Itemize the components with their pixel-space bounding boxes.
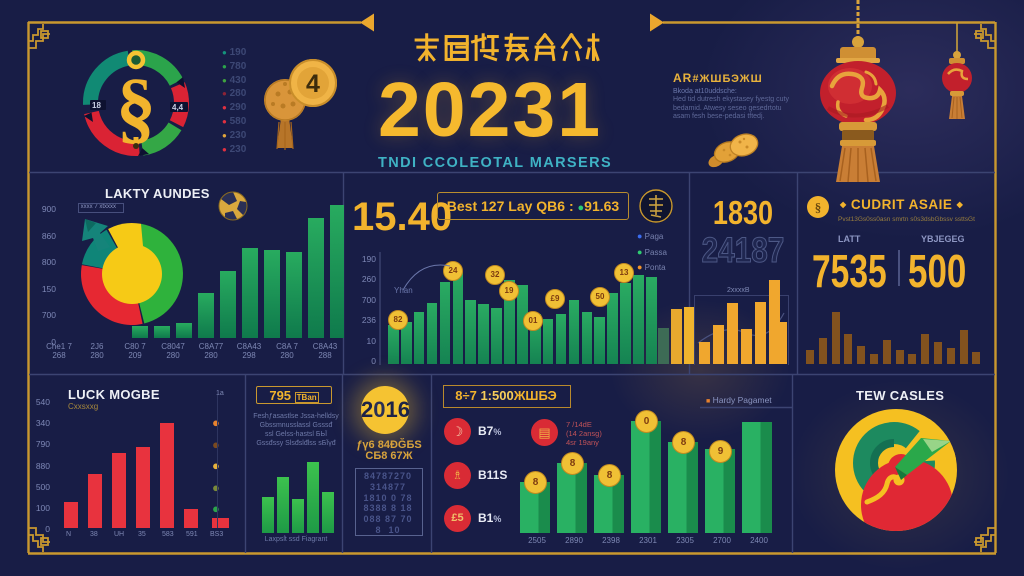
svg-text:18: 18 bbox=[92, 101, 101, 110]
svg-text:§: § bbox=[815, 200, 822, 215]
svg-text:4,4: 4,4 bbox=[172, 103, 184, 112]
svg-text:4: 4 bbox=[306, 70, 320, 98]
